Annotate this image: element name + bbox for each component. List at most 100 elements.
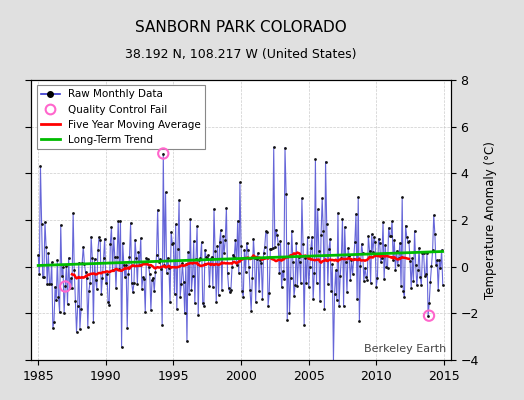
Point — [259, 250, 268, 257]
Point — [386, 233, 394, 239]
Point — [35, 271, 43, 278]
Point — [209, 284, 217, 290]
Point — [419, 250, 428, 256]
Point — [201, 247, 209, 253]
Point — [414, 267, 422, 273]
Point — [147, 307, 155, 313]
Point — [257, 260, 266, 266]
Point — [291, 282, 299, 288]
Point — [87, 234, 95, 240]
Point — [223, 270, 232, 276]
Point — [239, 294, 247, 300]
Point — [247, 307, 255, 314]
Point — [160, 262, 169, 268]
Point — [210, 206, 218, 212]
Point — [135, 261, 144, 268]
Point — [260, 244, 269, 250]
Point — [52, 297, 60, 304]
Point — [245, 264, 253, 270]
Point — [148, 277, 156, 283]
Point — [77, 306, 85, 312]
Point — [119, 262, 128, 268]
Point — [432, 262, 440, 268]
Point — [79, 243, 88, 250]
Point — [80, 260, 89, 267]
Point — [235, 270, 243, 276]
Point — [214, 292, 223, 298]
Point — [411, 262, 420, 268]
Point — [43, 281, 51, 287]
Point — [82, 275, 91, 281]
Point — [48, 259, 56, 266]
Point — [84, 324, 92, 330]
Point — [324, 281, 332, 287]
Point — [272, 226, 280, 233]
Point — [180, 310, 189, 317]
Point — [154, 207, 162, 213]
Point — [204, 252, 213, 258]
Point — [165, 265, 173, 271]
Point — [230, 254, 238, 260]
Point — [389, 257, 397, 264]
Point — [70, 266, 79, 273]
Point — [127, 280, 136, 287]
Point — [281, 144, 289, 151]
Point — [114, 218, 123, 225]
Point — [232, 262, 241, 268]
Point — [193, 223, 201, 230]
Point — [269, 144, 278, 150]
Point — [392, 248, 401, 254]
Point — [333, 297, 341, 304]
Point — [146, 271, 154, 278]
Point — [40, 274, 48, 280]
Point — [302, 280, 311, 286]
Point — [434, 287, 442, 293]
Point — [261, 228, 270, 235]
Point — [396, 240, 404, 246]
Point — [292, 240, 300, 246]
Point — [350, 255, 358, 262]
Point — [298, 195, 306, 202]
Point — [115, 266, 124, 272]
Point — [348, 270, 357, 277]
Point — [379, 219, 387, 226]
Point — [36, 163, 45, 170]
Point — [408, 255, 417, 261]
Point — [351, 239, 359, 245]
Point — [362, 274, 370, 280]
Point — [290, 293, 298, 300]
Point — [339, 215, 347, 222]
Point — [144, 256, 152, 263]
Point — [398, 194, 407, 200]
Point — [208, 254, 216, 260]
Point — [282, 190, 290, 197]
Point — [439, 282, 447, 288]
Point — [231, 237, 239, 243]
Point — [403, 238, 412, 245]
Point — [373, 275, 381, 282]
Point — [186, 216, 194, 222]
Point — [129, 289, 137, 296]
Point — [224, 285, 233, 291]
Point — [202, 254, 210, 260]
Point — [312, 280, 321, 286]
Point — [53, 257, 61, 263]
Point — [163, 254, 172, 261]
Point — [438, 247, 446, 253]
Point — [72, 329, 81, 335]
Point — [59, 264, 67, 271]
Point — [101, 236, 109, 242]
Point — [37, 221, 46, 227]
Point — [42, 244, 50, 250]
Point — [112, 284, 120, 291]
Point — [342, 259, 350, 265]
Point — [255, 288, 263, 294]
Point — [436, 265, 445, 272]
Point — [66, 284, 74, 291]
Point — [401, 222, 410, 229]
Point — [92, 277, 100, 284]
Point — [378, 254, 386, 261]
Point — [397, 282, 405, 289]
Point — [361, 265, 369, 271]
Point — [211, 248, 220, 254]
